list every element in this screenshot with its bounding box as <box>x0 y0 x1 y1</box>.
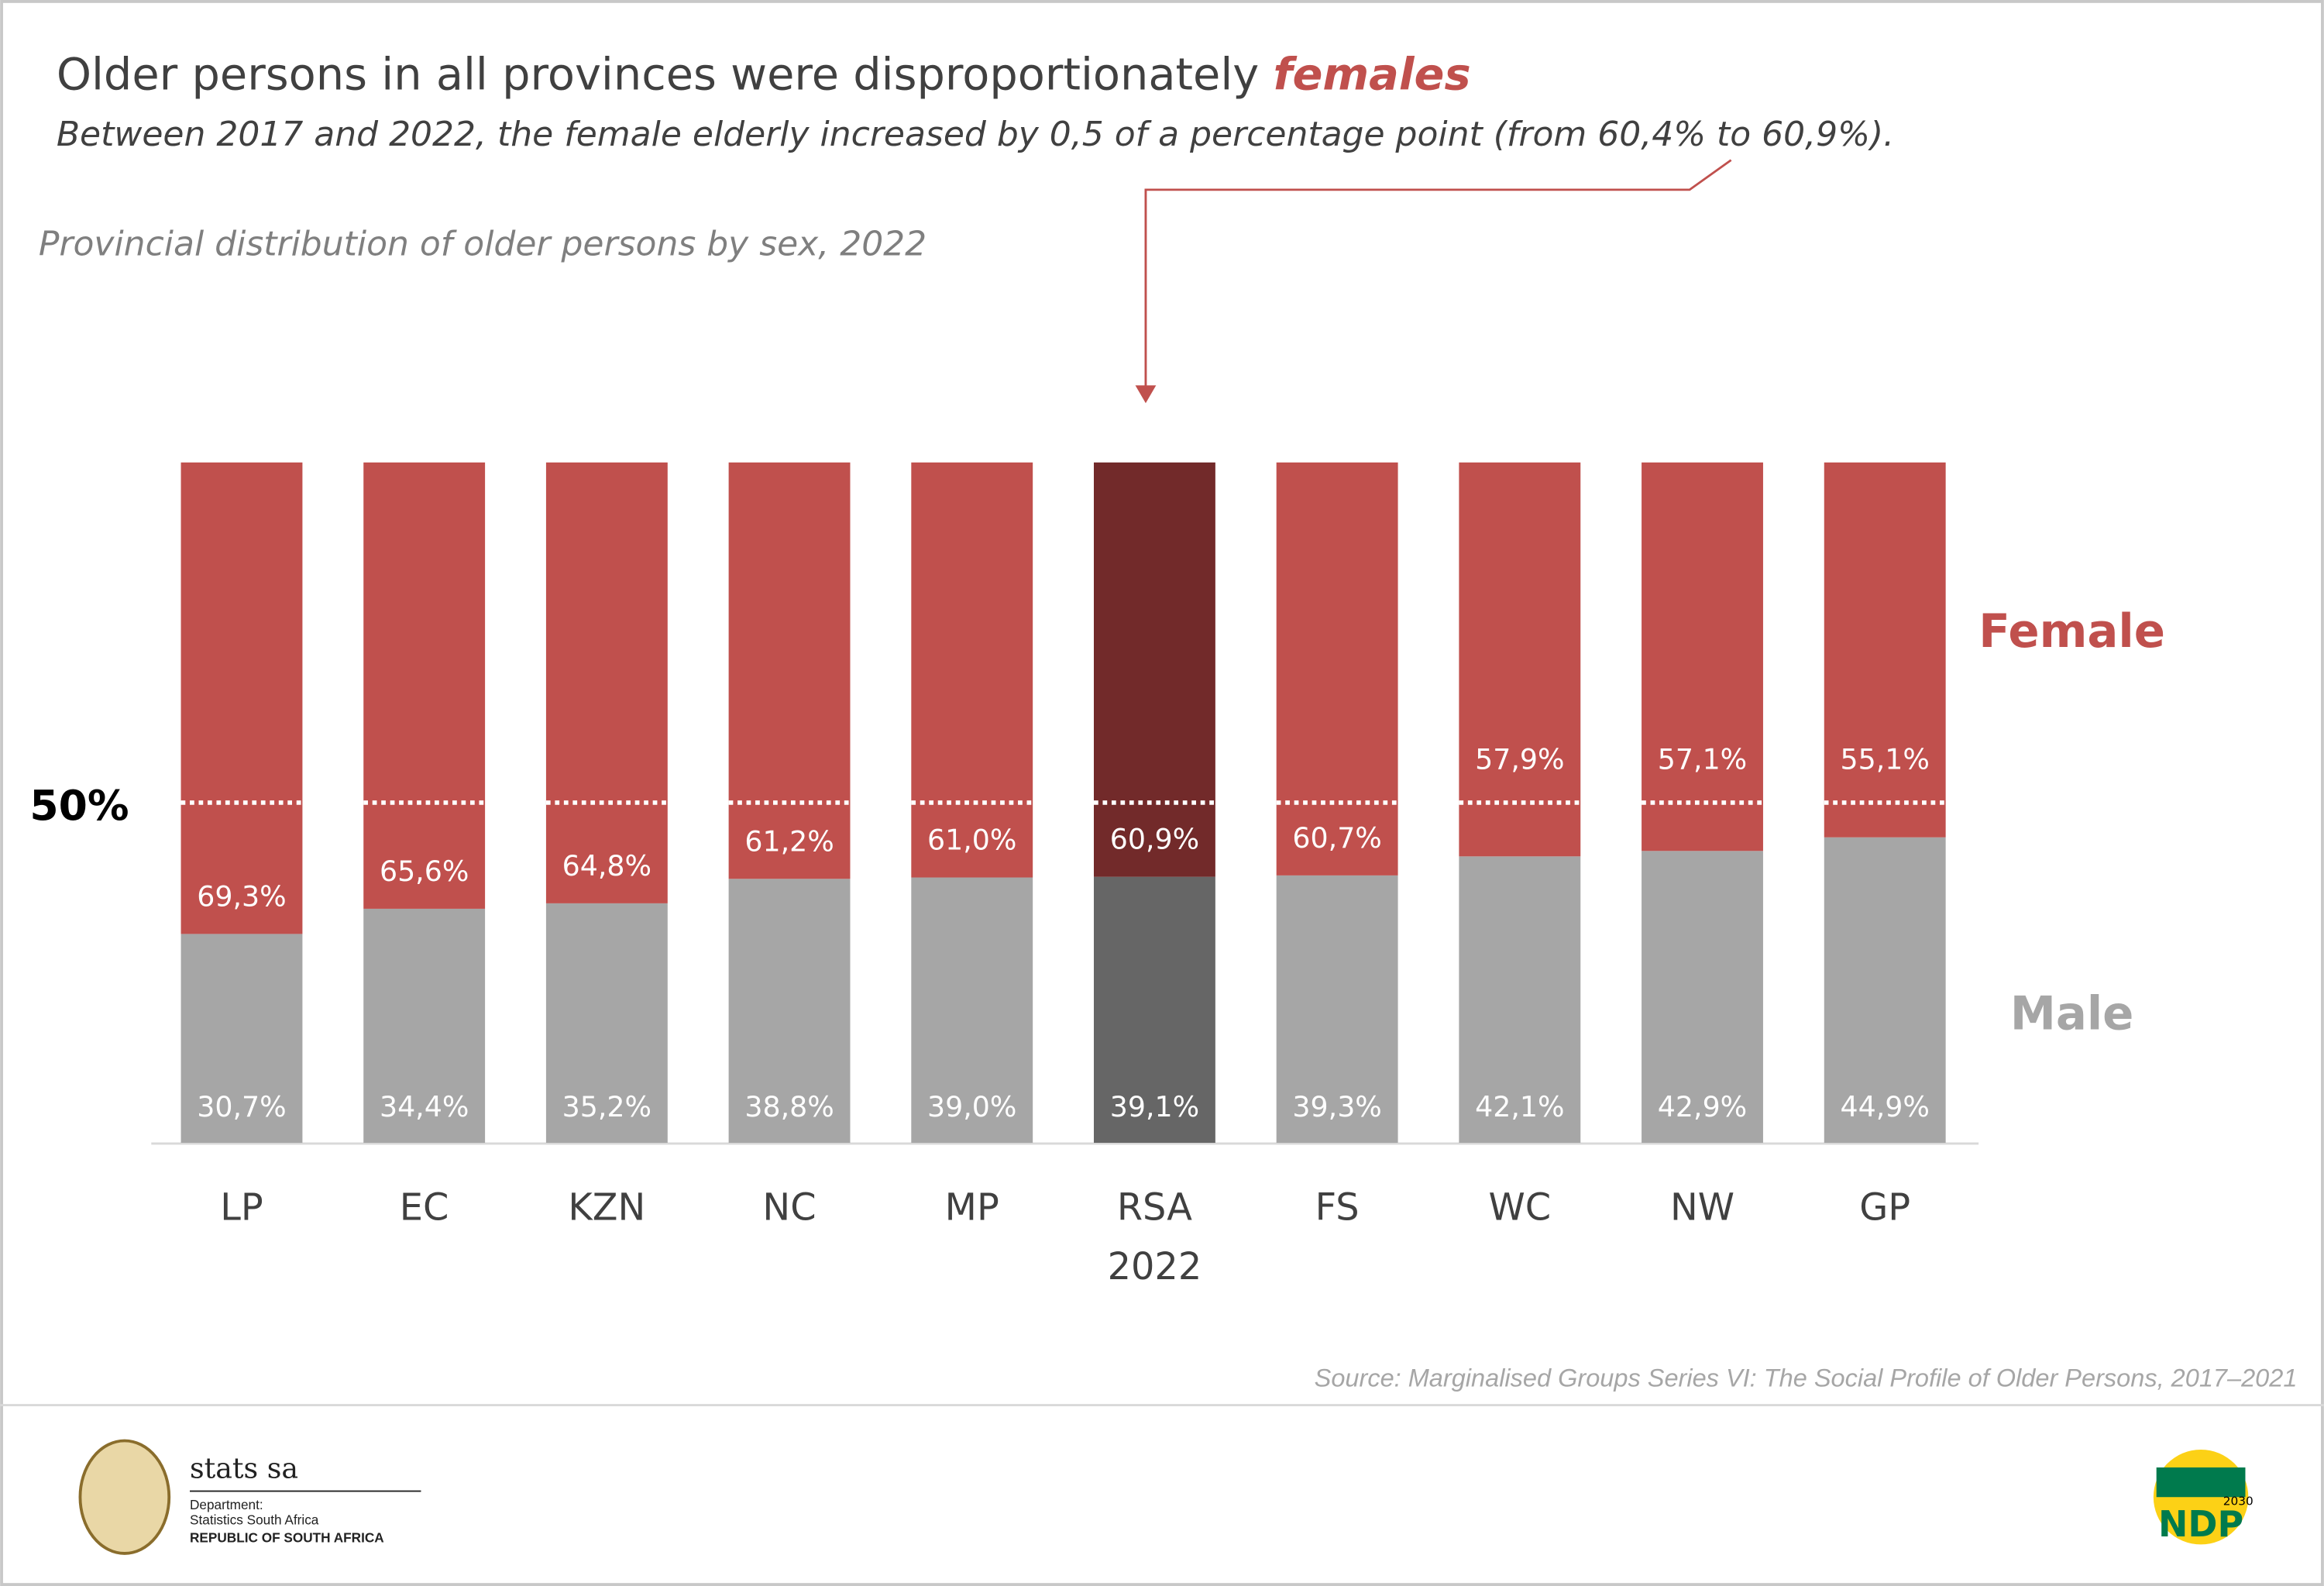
bar-segment <box>1459 462 1581 857</box>
value-label: 42,1% <box>1475 1090 1564 1123</box>
arrow-head <box>1135 385 1157 404</box>
x-tick-label-box: LP <box>220 1185 263 1229</box>
value-label: 39,0% <box>927 1090 1016 1123</box>
bar-segment <box>363 908 486 1143</box>
bar-segment <box>1093 876 1215 1143</box>
x-tick-label: LP <box>220 1185 263 1229</box>
x-tick-label: RSA 2022 <box>1107 1185 1202 1288</box>
x-tick-label-box: FS <box>1315 1185 1360 1229</box>
x-tick-label-box: RSA 2022 <box>1107 1185 1202 1288</box>
value-label: 60,7% <box>1292 821 1381 855</box>
title-emphasis: females <box>1273 48 1470 100</box>
value-label: 55,1% <box>1840 742 1929 776</box>
x-tick-label: MP <box>944 1185 999 1229</box>
value-label: 57,1% <box>1658 742 1747 776</box>
bar-segment <box>1642 462 1763 851</box>
subtitle: Between 2017 and 2022, the female elderl… <box>57 115 1894 154</box>
reference-label: 50% <box>29 781 129 830</box>
value-label: 44,9% <box>1840 1090 1929 1123</box>
bar-segment <box>728 879 851 1143</box>
bar-segment <box>1824 462 1946 838</box>
value-label: 39,1% <box>1110 1090 1199 1123</box>
ndp-text: NDP <box>2158 1503 2243 1545</box>
bar-segment <box>1459 856 1581 1143</box>
bar-segment <box>545 903 668 1143</box>
x-tick-label-box: MP <box>944 1185 999 1229</box>
value-label: 39,3% <box>1292 1090 1381 1123</box>
bar-segment <box>911 877 1033 1143</box>
x-tick-label: EC <box>399 1185 449 1229</box>
brand: stats sa <box>190 1451 298 1485</box>
x-tick-label: NC <box>762 1185 816 1229</box>
bar-segment <box>1276 462 1398 876</box>
value-label: 57,9% <box>1475 742 1564 776</box>
ndp-band <box>2156 1467 2246 1498</box>
ndp-year: 2030 <box>2223 1494 2254 1508</box>
value-label: 65,6% <box>380 855 469 888</box>
title-text: Older persons in all provinces were disp… <box>57 48 1259 100</box>
bar-segment <box>1276 875 1398 1143</box>
value-label: 61,0% <box>927 824 1016 857</box>
x-tick-label: WC <box>1488 1185 1552 1229</box>
value-label: 64,8% <box>562 849 651 882</box>
legend-label: Female <box>1978 604 2165 658</box>
x-tick-label: FS <box>1315 1185 1360 1229</box>
country: REPUBLIC OF SOUTH AFRICA <box>190 1529 384 1545</box>
x-tick-label-box: WC <box>1488 1185 1552 1229</box>
source: Source: Marginalised Groups Series VI: T… <box>1315 1364 2298 1392</box>
ndp-logo: 2030 NDP <box>2153 1449 2254 1545</box>
x-tick-label-box: KZN <box>568 1185 646 1229</box>
value-label: 34,4% <box>380 1090 469 1123</box>
value-label: 38,8% <box>744 1090 834 1123</box>
bar-segment <box>728 462 851 879</box>
bar-segment <box>1642 851 1763 1143</box>
stats-sa-logo: stats sa Department: Statistics South Af… <box>78 1439 421 1555</box>
x-tick-label-box: NC <box>762 1185 816 1229</box>
x-tick-label-box: EC <box>399 1185 449 1229</box>
legend-label: Male <box>2010 986 2134 1040</box>
value-label: 30,7% <box>197 1090 286 1123</box>
x-tick-label: GP <box>1859 1185 1911 1229</box>
value-label: 61,2% <box>744 824 834 858</box>
chart-title: Provincial distribution of older persons… <box>39 225 927 264</box>
x-tick-label: NW <box>1669 1185 1735 1229</box>
bar-segment <box>180 934 303 1143</box>
bar-segment <box>180 462 303 934</box>
department: Department: <box>190 1497 263 1512</box>
bar-segment <box>545 462 668 903</box>
value-label: 60,9% <box>1110 823 1199 856</box>
x-tick-label: KZN <box>568 1185 646 1229</box>
value-label: 69,3% <box>197 879 286 913</box>
bar-segment <box>1824 837 1946 1143</box>
bar-segment <box>1093 462 1215 877</box>
value-label: 42,9% <box>1658 1090 1747 1123</box>
x-tick-label-box: GP <box>1859 1185 1911 1229</box>
bar-segment <box>911 462 1033 878</box>
value-label: 35,2% <box>562 1090 651 1123</box>
x-tick-label-box: NW <box>1669 1185 1735 1229</box>
title: Older persons in all provinces were disp… <box>57 48 1471 100</box>
bar-segment <box>363 462 486 909</box>
agency: Statistics South Africa <box>190 1512 319 1527</box>
annotation-arrow <box>1144 159 1732 389</box>
coat-of-arms <box>78 1439 171 1555</box>
